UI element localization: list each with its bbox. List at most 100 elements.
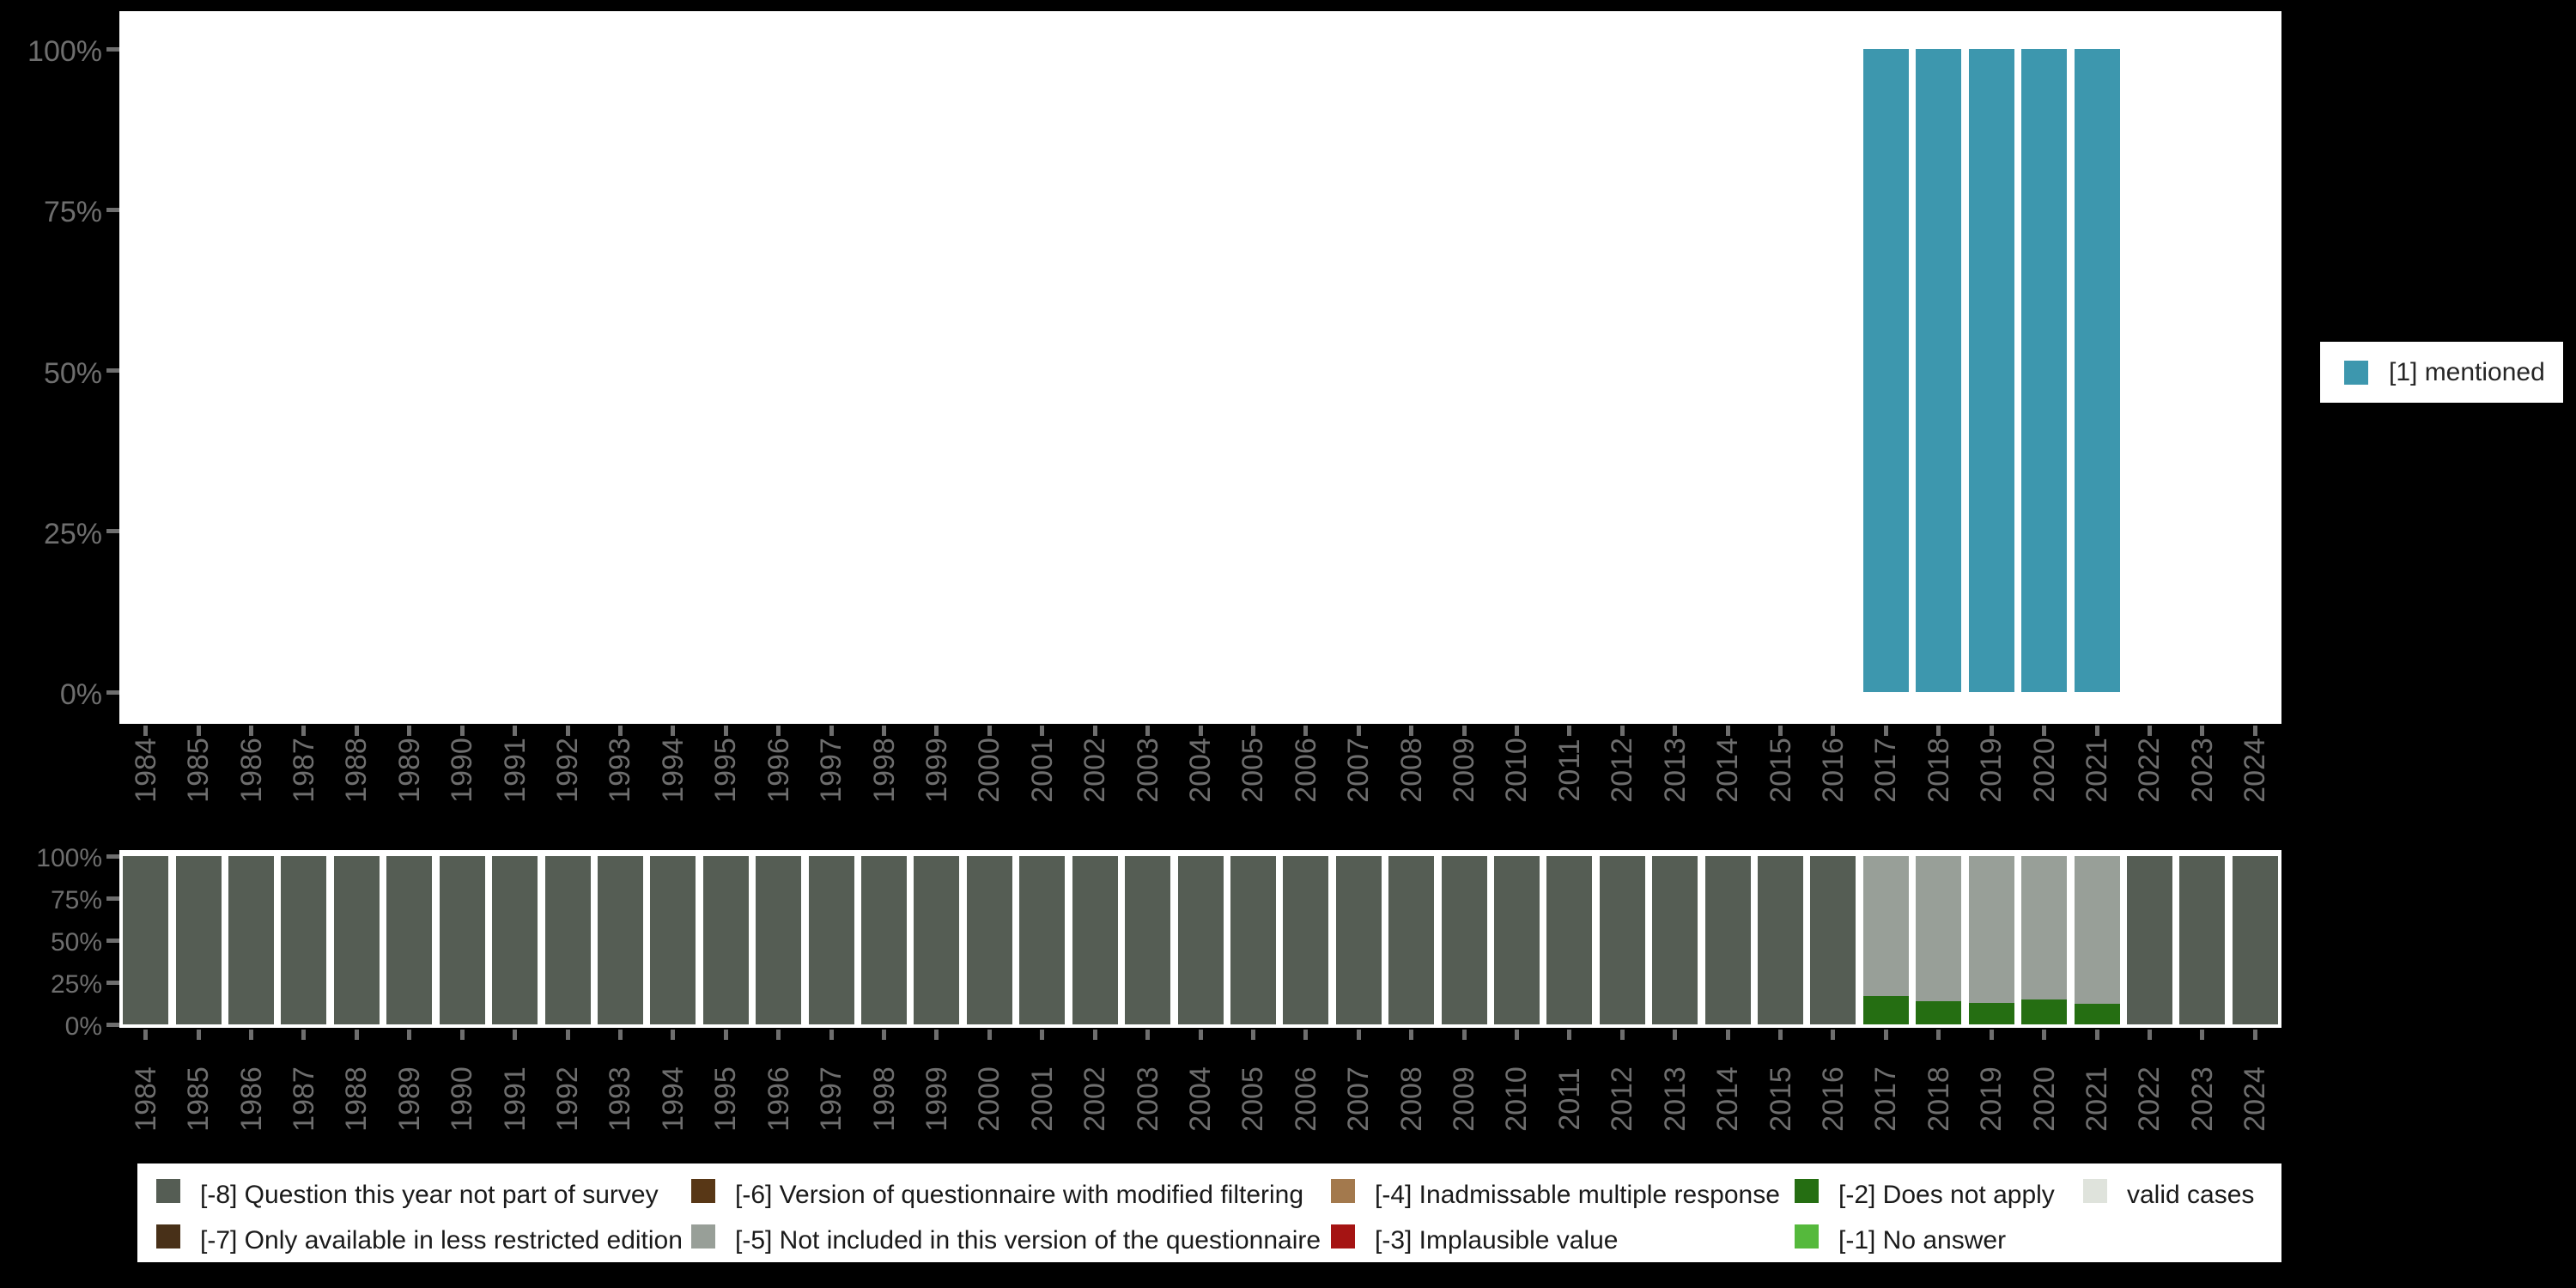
legend-item-label: [-2] Does not apply [1838, 1181, 2055, 1209]
x-axis-tick [513, 1030, 518, 1040]
x-axis-label-2016: 2016 [1816, 738, 1850, 803]
x-axis-tick [829, 1030, 834, 1040]
legend-swatch-icon [156, 1179, 180, 1203]
x-axis-tick [354, 726, 359, 736]
x-axis-label-1992: 1992 [551, 738, 585, 803]
y-axis-tick [106, 207, 119, 212]
x-axis-tick [1778, 1030, 1783, 1040]
x-axis-label-1995: 1995 [709, 738, 743, 803]
x-axis-tick [1883, 726, 1888, 736]
x-axis-label-1987: 1987 [287, 738, 320, 803]
bar-segment-2002 [1072, 856, 1118, 1024]
x-axis-label-1988: 1988 [340, 1066, 374, 1132]
x-axis-tick [1883, 1030, 1888, 1040]
x-axis-tick [776, 726, 781, 736]
bar-segment-2010 [1493, 856, 1540, 1024]
legend-swatch-icon [691, 1224, 715, 1249]
x-axis-tick [617, 726, 623, 736]
x-axis-label-2022: 2022 [2133, 738, 2166, 803]
x-axis-label-2013: 2013 [1658, 1066, 1692, 1132]
x-axis-label-1993: 1993 [604, 738, 637, 803]
x-axis-label-2016: 2016 [1816, 1066, 1850, 1132]
x-axis-label-1986: 1986 [234, 738, 268, 803]
x-axis-tick [1725, 726, 1730, 736]
bar-segment-2004 [1177, 856, 1224, 1024]
legend-swatch-icon [2083, 1179, 2107, 1203]
x-axis-label-1999: 1999 [920, 738, 953, 803]
x-axis-tick [987, 726, 992, 736]
x-axis-label-2020: 2020 [2027, 738, 2061, 803]
x-axis-tick [354, 1030, 359, 1040]
x-axis-tick [723, 726, 728, 736]
bar-segment-2007 [1335, 856, 1382, 1024]
x-axis-tick [1198, 1030, 1203, 1040]
x-axis-tick [671, 726, 676, 736]
bar-segment-1985 [175, 856, 222, 1024]
bar-segment-2017 [1862, 995, 1909, 1024]
y-axis-tick [106, 980, 119, 985]
x-axis-label-2018: 2018 [1922, 1066, 1955, 1132]
x-axis-label-2014: 2014 [1711, 1066, 1745, 1132]
y-axis-label: 25% [43, 517, 102, 550]
x-axis-tick [2042, 726, 2047, 736]
x-axis-tick [2252, 726, 2257, 736]
x-axis-tick [882, 726, 886, 736]
x-axis-tick [1145, 1030, 1151, 1040]
x-axis-tick [1461, 726, 1467, 736]
x-axis-tick [934, 1030, 939, 1040]
x-axis-tick [2094, 726, 2099, 736]
legend-mentioned: [1] mentioned [2320, 342, 2563, 403]
x-axis-tick [1673, 726, 1678, 736]
y-axis-tick [106, 1022, 119, 1027]
y-axis-tick [106, 938, 119, 943]
x-axis-tick [1303, 1030, 1309, 1040]
x-axis-tick [2094, 1030, 2099, 1040]
x-axis-tick [1936, 726, 1941, 736]
bar-segment-2020 [2021, 49, 2068, 692]
bar-segment-2021 [2074, 856, 2120, 1005]
bar-segment-2017 [1862, 49, 1909, 692]
bar-segment-1992 [544, 856, 591, 1024]
x-axis-label-2011: 2011 [1552, 738, 1586, 802]
x-axis-tick [829, 726, 834, 736]
bar-segment-2024 [2232, 856, 2278, 1024]
bar-segment-2021 [2074, 1004, 2120, 1024]
y-axis-label: 50% [43, 356, 102, 390]
x-axis-tick [1356, 1030, 1361, 1040]
x-axis-label-2001: 2001 [1025, 738, 1059, 803]
x-axis-tick [1250, 726, 1255, 736]
x-axis-label-2012: 2012 [1606, 738, 1639, 803]
x-axis-tick [1092, 1030, 1097, 1040]
x-axis-label-1995: 1995 [709, 1066, 743, 1132]
x-axis-label-1994: 1994 [656, 1066, 690, 1132]
legend-swatch-icon [1331, 1224, 1355, 1249]
x-axis-tick [1198, 726, 1203, 736]
mentioned-legend-label: [1] mentioned [2389, 357, 2545, 386]
y-axis-tick [106, 46, 119, 52]
x-axis-label-2004: 2004 [1184, 738, 1217, 803]
x-axis-tick [1356, 726, 1361, 736]
x-axis-label-2006: 2006 [1289, 738, 1322, 803]
x-axis-tick [934, 726, 939, 736]
x-axis-tick [459, 1030, 465, 1040]
x-axis-tick [1092, 726, 1097, 736]
y-axis-label: 75% [43, 196, 102, 229]
x-axis-tick [196, 1030, 201, 1040]
x-axis-label-2010: 2010 [1500, 738, 1534, 803]
bar-segment-2006 [1283, 856, 1329, 1024]
x-axis-label-2007: 2007 [1342, 738, 1376, 803]
x-axis-tick [565, 1030, 570, 1040]
x-axis-label-2024: 2024 [2239, 1066, 2272, 1132]
bar-segment-2000 [966, 856, 1012, 1024]
bar-segment-2019 [1968, 856, 2014, 1003]
x-axis-label-2017: 2017 [1869, 738, 1903, 803]
bar-segment-2008 [1388, 856, 1435, 1024]
legend-swatch-icon [691, 1179, 715, 1203]
y-axis-tick [106, 368, 119, 373]
x-axis-tick [1514, 1030, 1519, 1040]
bar-segment-2019 [1968, 49, 2014, 692]
x-axis-label-2004: 2004 [1184, 1066, 1217, 1132]
legend-swatch-icon [1795, 1224, 1819, 1249]
x-axis-label-1991: 1991 [498, 738, 532, 803]
